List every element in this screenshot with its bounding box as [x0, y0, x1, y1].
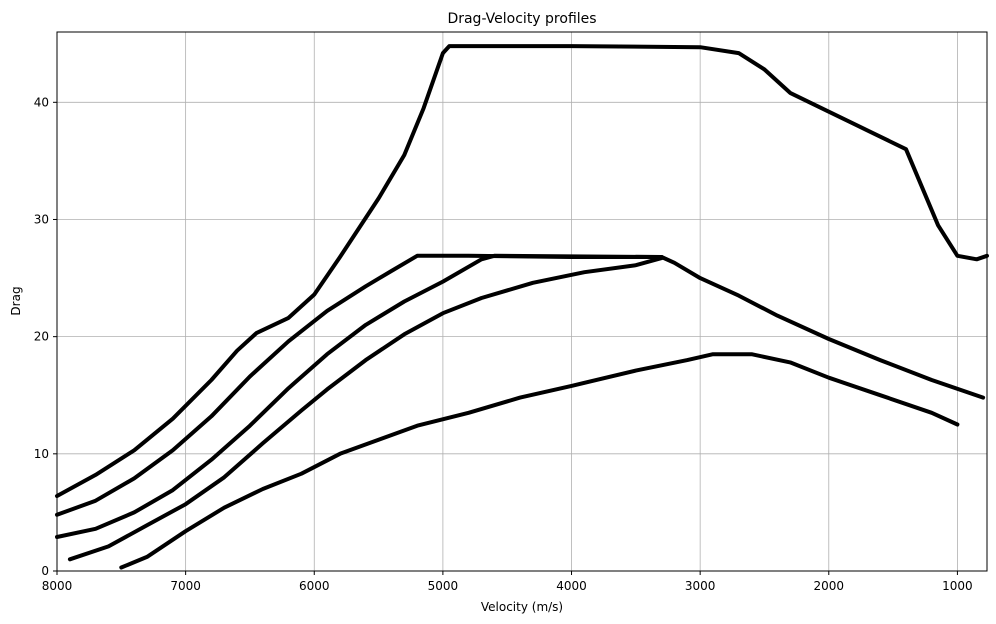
ticks-layer: 8000 7000 6000 5000 4000 3000 2000 1000 0 10 20 30 4… [34, 95, 973, 593]
series-layer [55, 44, 989, 570]
drag-profile-line-3 [55, 253, 664, 539]
x-tick-label: 6000 [299, 579, 330, 593]
x-tick-label: 7000 [170, 579, 201, 593]
x-tick-label: 2000 [814, 579, 845, 593]
plot-frame [56, 31, 988, 572]
x-axis-label: Velocity (m/s) [481, 600, 563, 614]
x-tick-label: 3000 [685, 579, 716, 593]
chart-title: Drag-Velocity profiles [447, 11, 596, 27]
y-tick-label: 20 [34, 330, 49, 344]
x-tick-label: 4000 [556, 579, 587, 593]
drag-profile-line-2 [55, 253, 986, 517]
y-tick-label: 30 [34, 212, 49, 226]
y-tick-label: 40 [34, 95, 49, 109]
drag-profile-line-1 [55, 44, 989, 498]
y-tick-label: 10 [34, 447, 49, 461]
x-tick-label: 8000 [42, 579, 73, 593]
x-tick-label: 5000 [428, 579, 459, 593]
drag-profile-line-5 [119, 352, 960, 570]
y-tick-label: 0 [41, 564, 49, 578]
grid-layer [56, 32, 987, 572]
drag-profile-line-4 [67, 256, 664, 562]
y-axis-label: Drag [9, 286, 23, 315]
x-tick-label: 1000 [942, 579, 973, 593]
